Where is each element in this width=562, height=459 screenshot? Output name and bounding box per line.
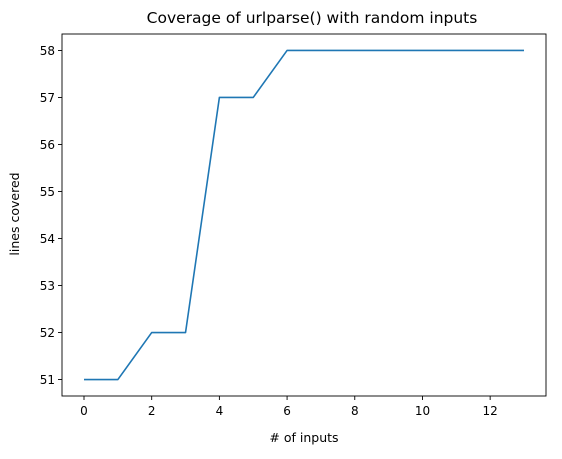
series-line-0 [84,49,524,381]
plot-frame [61,33,547,397]
x-tick-label: 6 [283,404,291,418]
y-tick-label: 54 [40,232,55,246]
x-tick-label: 8 [351,404,359,418]
chart-title: Coverage of urlparse() with random input… [147,9,478,27]
x-tick-label: 0 [80,404,88,418]
y-tick-label: 58 [40,44,55,58]
y-tick-label: 57 [40,91,55,105]
plot-area: 0 2 4 6 8 10 12 51 52 53 54 55 56 57 58 [40,33,547,418]
x-tick-label: 12 [483,404,498,418]
x-tick-label: 2 [148,404,156,418]
y-tick-label: 55 [40,185,55,199]
y-tick-label: 52 [40,326,55,340]
y-tick-label: 56 [40,138,55,152]
x-tick-label: 4 [216,404,224,418]
x-axis-label: # of inputs [269,430,338,445]
x-tick-label: 10 [415,404,430,418]
y-tick-label: 51 [40,373,55,387]
y-axis-label: lines covered [7,172,22,255]
y-tick-label: 53 [40,279,55,293]
